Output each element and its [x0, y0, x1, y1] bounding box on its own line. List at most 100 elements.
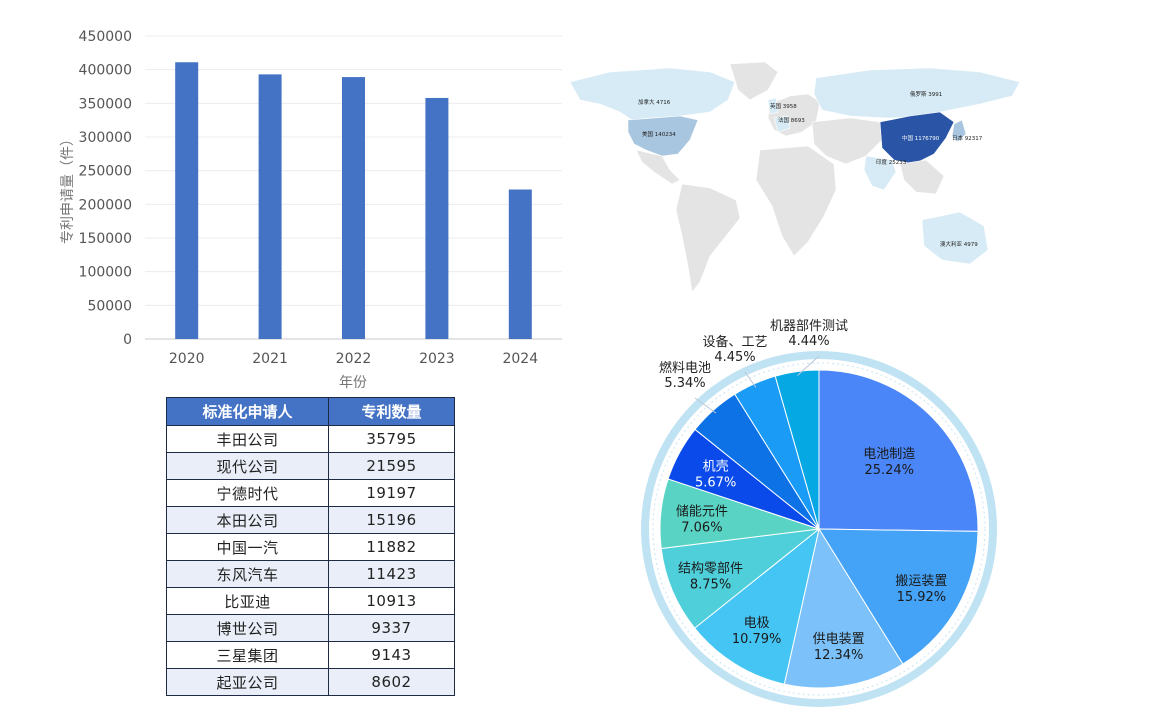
applicant-name: 本田公司: [166, 506, 329, 534]
patent-count: 10913: [328, 587, 455, 615]
bar-xtick-label: 2020: [169, 351, 205, 367]
applicant-table: 标准化申请人 专利数量 丰田公司 35795 现代公司 21595 宁德时代 1919…: [166, 397, 455, 696]
pie-slice-1: [818, 528, 979, 665]
table-header-applicant: 标准化申请人: [166, 397, 329, 426]
pie-label-name: 电极: [744, 616, 770, 631]
applicant-name: 东风汽车: [166, 560, 329, 588]
pie-label-name: 电池制造: [863, 447, 915, 462]
pie-label-pct: 4.44%: [788, 334, 829, 349]
map-region-usa: [627, 115, 699, 157]
patent-count: 11882: [328, 533, 455, 561]
bar-ytick-label: 0: [123, 332, 132, 348]
applicant-name: 丰田公司: [166, 425, 329, 453]
bar-ytick-label: 300000: [79, 130, 132, 146]
patent-count: 15196: [328, 506, 455, 534]
bar-ytick-label: 150000: [79, 231, 132, 247]
map-label-australia: 澳大利亚 4979: [940, 240, 978, 248]
bar-ytick-label: 200000: [79, 197, 132, 213]
applicant-name: 现代公司: [166, 452, 329, 480]
bar-ytick-label: 450000: [79, 29, 132, 45]
table-row: 博世公司 9337: [166, 614, 455, 642]
applicant-name: 三星集团: [166, 641, 329, 669]
bar-xtick-label: 2022: [336, 351, 372, 367]
map-region-africa: [755, 145, 837, 257]
table-row: 东风汽车 11423: [166, 560, 455, 588]
map-label-canada: 加拿大 4716: [638, 98, 671, 106]
pie-slice-3: [693, 527, 820, 685]
bar-2023: [425, 97, 449, 340]
bar-xtick-label: 2023: [419, 351, 455, 367]
map-region-mexico: [635, 149, 681, 185]
table-row: 起亚公司 8602: [166, 668, 455, 696]
patent-bar-chart: 0 50000 100000 150000 200000 250000 300000 3500…: [60, 29, 562, 391]
table-row: 比亚迪 10913: [166, 587, 455, 615]
pie-dotted-ring: [652, 362, 986, 696]
bar-ytick-label: 350000: [79, 96, 132, 112]
pie-label-pct: 8.75%: [690, 578, 731, 593]
map-region-russia: [813, 67, 1021, 119]
table-row: 中国一汽 11882: [166, 533, 455, 561]
pie-label-name: 储能元件: [676, 504, 728, 519]
patent-count: 9143: [328, 641, 455, 669]
pie-label-name: 供电装置: [813, 632, 865, 647]
pie-label-pct: 15.92%: [897, 590, 947, 605]
patent-count: 21595: [328, 452, 455, 480]
table-header-count: 专利数量: [328, 397, 455, 426]
pie-label-pct: 7.06%: [681, 520, 722, 535]
pie-label-pct: 4.45%: [714, 350, 755, 365]
pie-label-pct: 5.34%: [664, 376, 705, 391]
table-row: 宁德时代 19197: [166, 479, 455, 507]
map-label-russia: 俄罗斯 3991: [910, 90, 942, 98]
pie-label-leader: [797, 355, 820, 376]
pie-label-name: 设备、工艺: [702, 334, 767, 350]
pie-label-name: 机器部件测试: [770, 319, 848, 334]
pie-label-name: 搬运装置: [895, 574, 947, 589]
map-label-usa: 美国 140234: [642, 130, 676, 138]
map-label-china: 中国 1176790: [902, 134, 940, 142]
map-label-japan: 日本 92317: [952, 134, 983, 142]
bar-yaxis-label: 专利申请量（件）: [60, 132, 76, 244]
world-patent-map: 加拿大 4716 美国 140234 英国 3958 法国 8693 俄罗斯 3…: [569, 61, 1021, 293]
bar-xtick-label: 2024: [502, 351, 538, 367]
patent-count: 19197: [328, 479, 455, 507]
patent-count: 9337: [328, 614, 455, 642]
pie-slice-2: [783, 527, 904, 689]
map-region-china: [879, 111, 955, 165]
applicant-name: 起亚公司: [166, 668, 329, 696]
bar-2020: [175, 62, 199, 339]
table-row: 本田公司 15196: [166, 506, 455, 534]
bar-xtick-label: 2021: [252, 351, 288, 367]
bar-2024: [508, 189, 532, 339]
pie-slice-4: [660, 528, 821, 629]
bar-ytick-label: 50000: [87, 298, 132, 314]
map-region-australia: [921, 211, 989, 265]
patent-count: 11423: [328, 560, 455, 588]
pie-label-pct: 25.24%: [864, 463, 914, 478]
patent-count: 8602: [328, 668, 455, 696]
map-region-greenland: [729, 61, 779, 101]
pie-label-name: 结构零部件: [678, 562, 743, 577]
pie-label-leader: [694, 397, 717, 414]
map-region-canada: [569, 67, 736, 121]
bar-ytick-label: 250000: [79, 164, 132, 180]
applicant-name: 宁德时代: [166, 479, 329, 507]
pie-label-pct: 12.34%: [814, 648, 864, 663]
pie-label-leader: [744, 371, 757, 388]
map-region-japan: [951, 119, 967, 143]
map-label-uk: 英国 3958: [770, 102, 797, 110]
table-row: 三星集团 9143: [166, 641, 455, 669]
bar-xaxis-label: 年份: [339, 375, 367, 391]
bar-ytick-label: 400000: [79, 63, 132, 79]
map-region-france: [773, 115, 791, 133]
map-label-france: 法国 8693: [778, 116, 805, 124]
table-row: 现代公司 21595: [166, 452, 455, 480]
bar-2021: [258, 74, 282, 339]
map-region-india: [863, 155, 897, 191]
map-label-india: 印度 25233: [876, 158, 907, 166]
applicant-name: 比亚迪: [166, 587, 329, 615]
map-region-se-asia: [899, 159, 945, 195]
pie-slice-9: [774, 369, 820, 530]
pie-label-name: 机壳: [703, 460, 729, 475]
patent-count: 35795: [328, 425, 455, 453]
